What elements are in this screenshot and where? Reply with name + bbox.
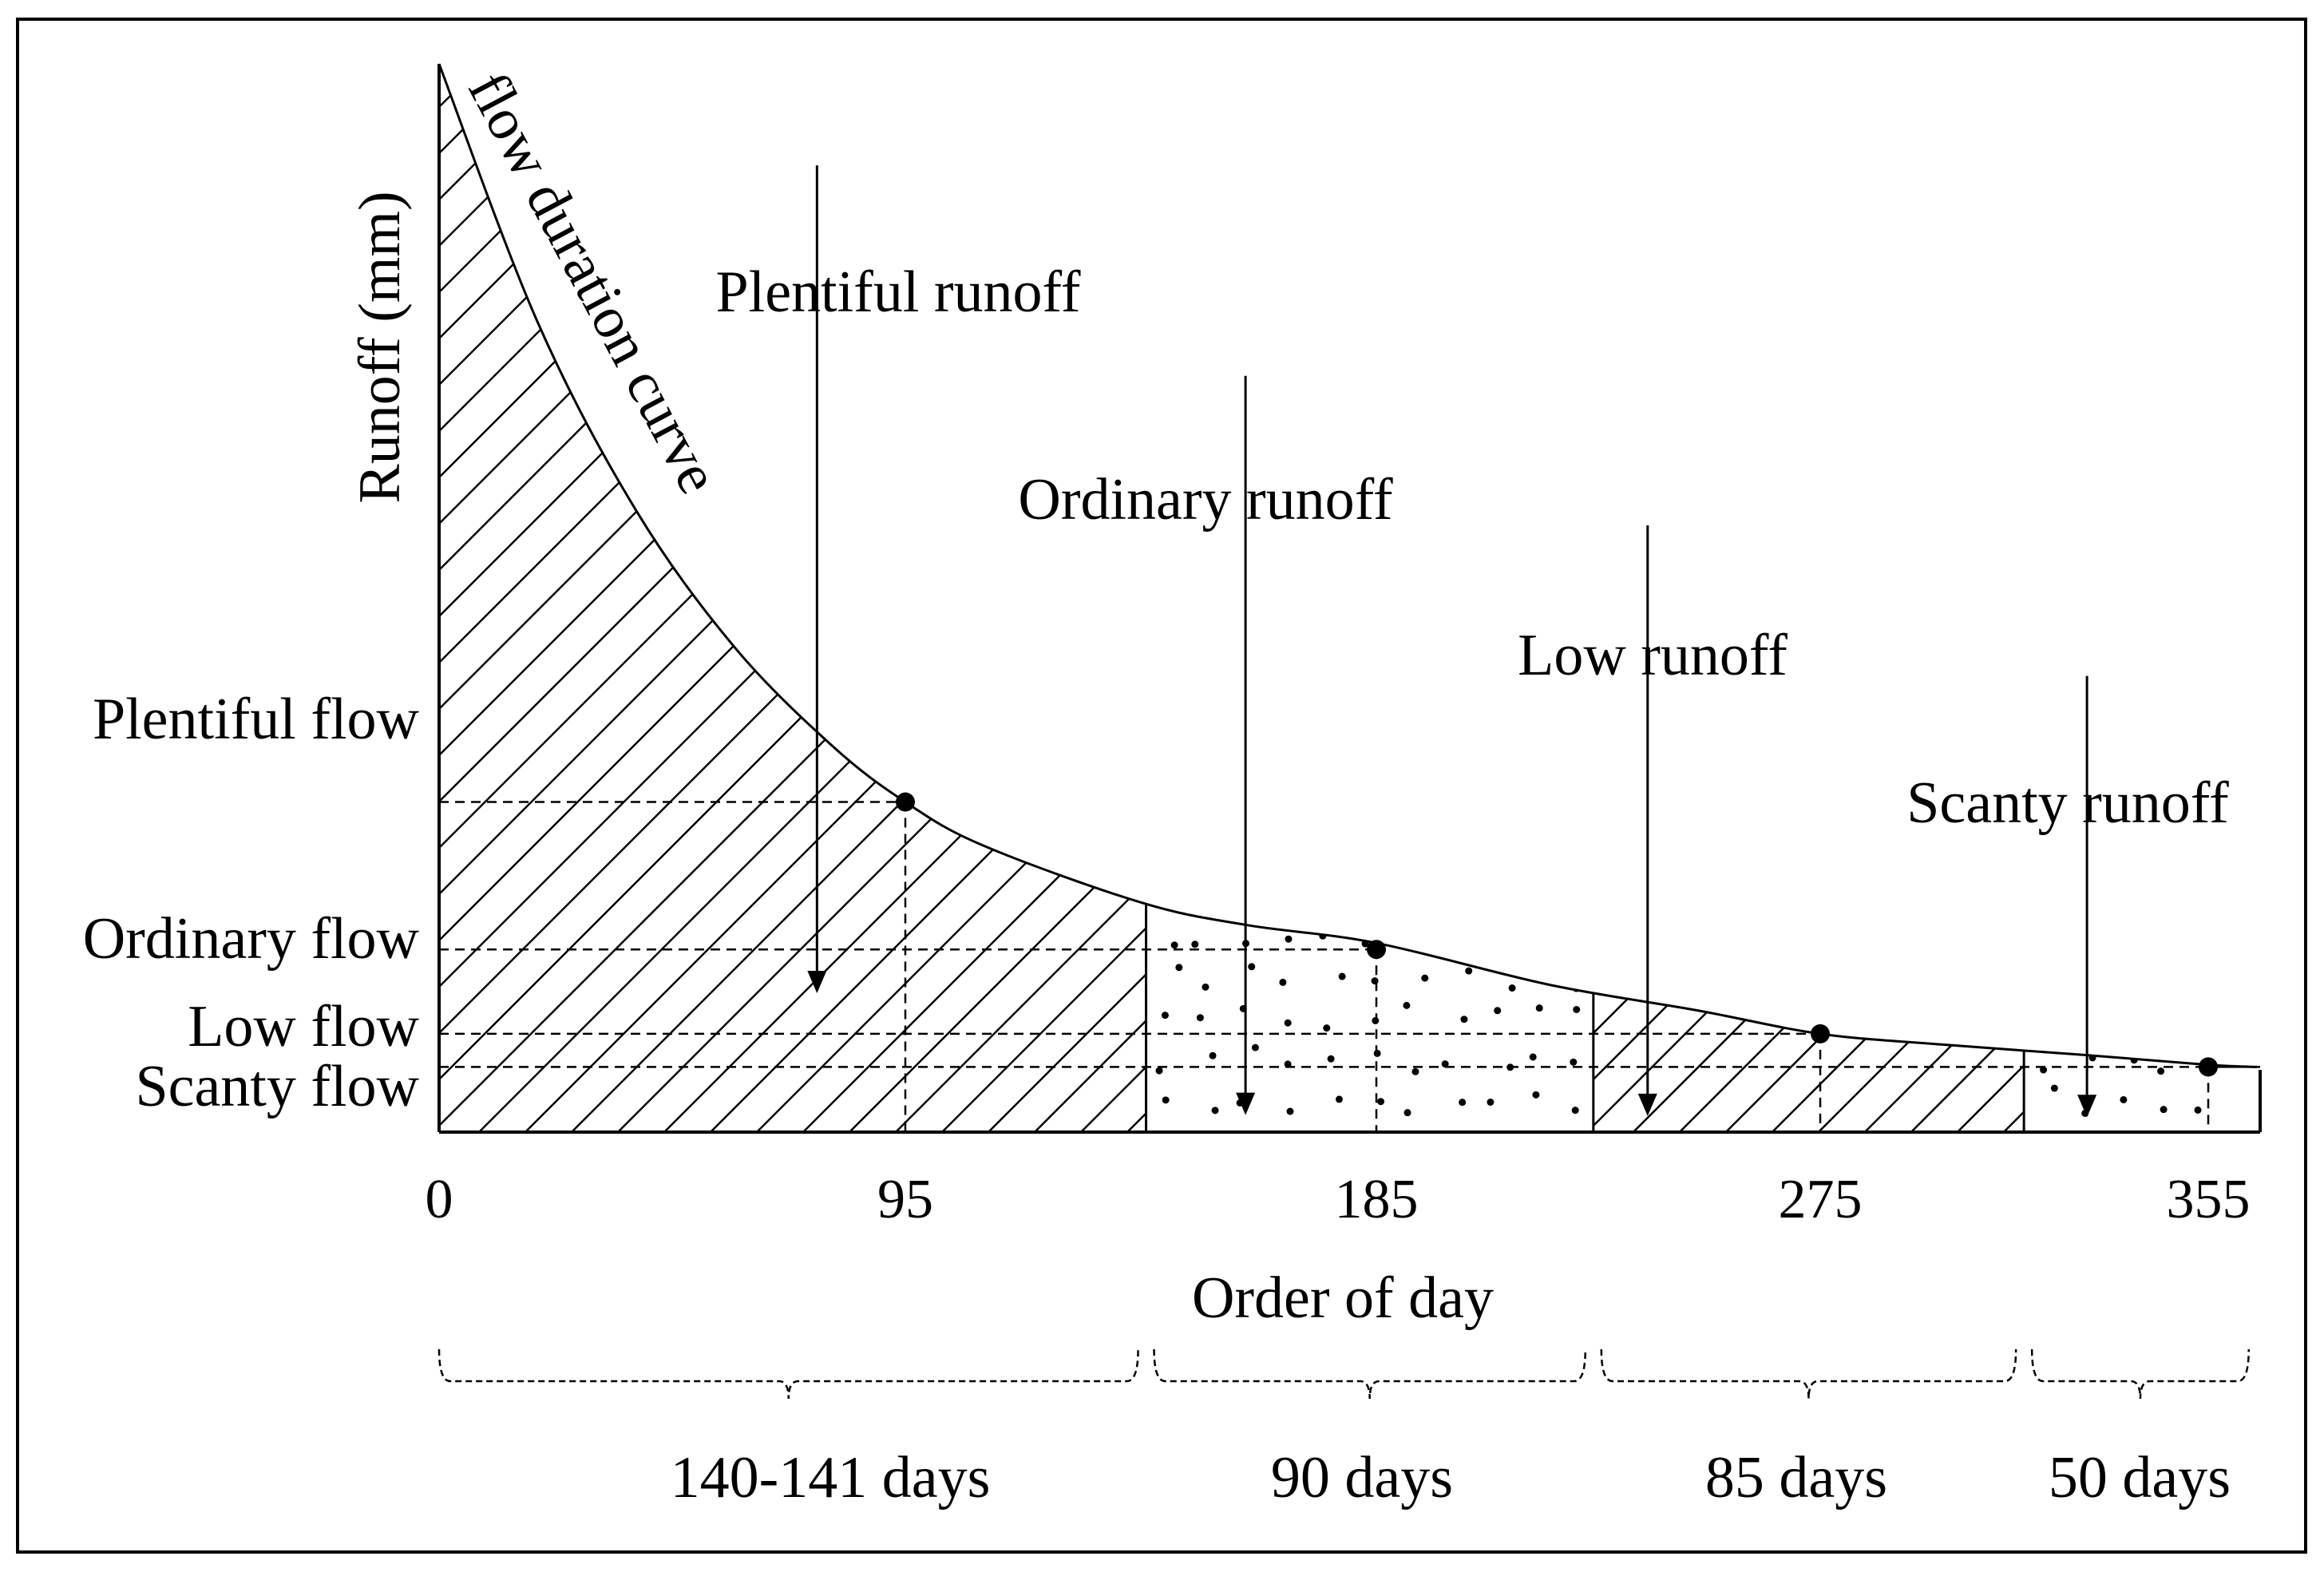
stipple-dot bbox=[1202, 983, 1210, 991]
hatch-line bbox=[895, 881, 1147, 1132]
flow-point bbox=[2199, 1057, 2218, 1077]
flow-point bbox=[1811, 1024, 1830, 1043]
stipple-dot bbox=[1570, 1058, 1578, 1066]
stipple-dot bbox=[1327, 1055, 1335, 1063]
stipple-dot bbox=[2157, 1067, 2165, 1075]
x-tick-label: 0 bbox=[426, 1169, 453, 1230]
annotation-arrow-head bbox=[2077, 1095, 2097, 1118]
region-label: Low runoff bbox=[1518, 623, 1788, 688]
duration-brace bbox=[1600, 1348, 2017, 1400]
duration-label: 85 days bbox=[1705, 1445, 1887, 1511]
stipple-dot bbox=[1285, 935, 1293, 943]
x-tick-label: 95 bbox=[877, 1169, 933, 1230]
stipple-dot bbox=[1403, 1001, 1411, 1009]
stipple-dot bbox=[1175, 964, 1183, 972]
stipple-dot bbox=[1162, 1096, 1170, 1104]
stipple-dot bbox=[1191, 940, 1199, 948]
annotation-arrow-head bbox=[1236, 1092, 1256, 1115]
point-layer bbox=[896, 792, 2218, 1077]
flow-level-label: Ordinary flow bbox=[83, 906, 420, 972]
arrow-layer bbox=[807, 165, 2097, 1118]
stipple-dot bbox=[1460, 1016, 1468, 1024]
stipple-dot bbox=[1284, 1019, 1292, 1027]
stipple-dot bbox=[1571, 1107, 1579, 1115]
flow-point bbox=[896, 792, 915, 812]
stipple-dot bbox=[1161, 1012, 1169, 1020]
stipple-dot bbox=[1170, 941, 1178, 949]
flow-level-label: Plentiful flow bbox=[93, 687, 420, 752]
stipple-dot bbox=[1421, 974, 1429, 982]
stipple-dot bbox=[1532, 1091, 1540, 1099]
flow-duration-curve-line bbox=[437, 63, 2257, 1068]
stipple-dot bbox=[1286, 1107, 1294, 1115]
stipple-dot bbox=[2160, 1106, 2168, 1114]
stipple-dot bbox=[1465, 967, 1473, 975]
stipple-dot bbox=[1196, 1014, 1204, 1022]
stipple-dot bbox=[1459, 1099, 1467, 1107]
duration-label: 50 days bbox=[2049, 1445, 2231, 1511]
stipple-dot bbox=[1279, 978, 1287, 986]
stipple-dot bbox=[1404, 1109, 1411, 1117]
stipple-dot bbox=[1209, 1051, 1217, 1059]
flow-point bbox=[1367, 940, 1386, 960]
guide-layer bbox=[439, 801, 2260, 1132]
region-label: Scanty runoff bbox=[1906, 770, 2229, 836]
hatch-line bbox=[2002, 1111, 2025, 1132]
stipple-dot bbox=[1251, 1043, 1259, 1051]
flow-level-label: Scanty flow bbox=[135, 1054, 419, 1119]
stipple-dot bbox=[1338, 972, 1346, 980]
x-tick-label: 275 bbox=[1779, 1169, 1863, 1230]
flow-level-label: Low flow bbox=[188, 994, 419, 1059]
stipple-dot bbox=[1155, 1067, 1163, 1075]
stipple-dot bbox=[1441, 1060, 1449, 1068]
duration-brace bbox=[2030, 1348, 2250, 1400]
region-label: Plentiful runoff bbox=[716, 259, 1081, 325]
stipple-dot bbox=[1377, 1098, 1385, 1106]
stipple-dot bbox=[1323, 1024, 1331, 1032]
stipple-dot bbox=[2120, 1095, 2128, 1103]
stipple-dot bbox=[2194, 1106, 2202, 1114]
hatch-line bbox=[941, 927, 1147, 1132]
duration-brace bbox=[1153, 1348, 1587, 1400]
annotation-arrow-head bbox=[1637, 1093, 1657, 1116]
stipple-dot bbox=[1494, 1007, 1502, 1015]
hatch-line bbox=[1126, 1112, 1147, 1132]
x-tick-label: 355 bbox=[2167, 1169, 2251, 1230]
stipple-dot bbox=[2050, 1084, 2058, 1092]
stipple-dot bbox=[1411, 1067, 1419, 1075]
stipple-dot bbox=[1573, 1005, 1581, 1013]
x-axis-label: Order of day bbox=[1192, 1265, 1494, 1331]
hatch-line bbox=[1034, 1020, 1147, 1132]
y-axis-label: Runoff (mm) bbox=[347, 191, 413, 503]
stipple-dot bbox=[1535, 1004, 1543, 1012]
duration-label: 90 days bbox=[1271, 1445, 1453, 1511]
stipple-dot bbox=[1335, 1095, 1343, 1103]
figure-frame bbox=[16, 18, 2307, 1554]
annotation-arrow-head bbox=[807, 971, 827, 994]
hatch-line bbox=[1956, 1064, 2025, 1132]
region-label: Ordinary runoff bbox=[1018, 467, 1393, 533]
stipple-dot bbox=[1487, 1098, 1495, 1106]
stipple-dot bbox=[1211, 1107, 1219, 1115]
stipple-dot bbox=[1529, 1053, 1537, 1061]
duration-brace bbox=[437, 1348, 1139, 1400]
hatch-line bbox=[988, 973, 1147, 1132]
duration-label: 140-141 days bbox=[671, 1445, 991, 1511]
stipple-dot bbox=[1508, 984, 1516, 992]
stipple-dot bbox=[1248, 963, 1256, 971]
stipple-dot bbox=[2040, 1066, 2048, 1074]
x-tick-label: 185 bbox=[1335, 1169, 1419, 1230]
hatch-line bbox=[1080, 1066, 1147, 1132]
brace-layer bbox=[437, 1348, 2250, 1400]
